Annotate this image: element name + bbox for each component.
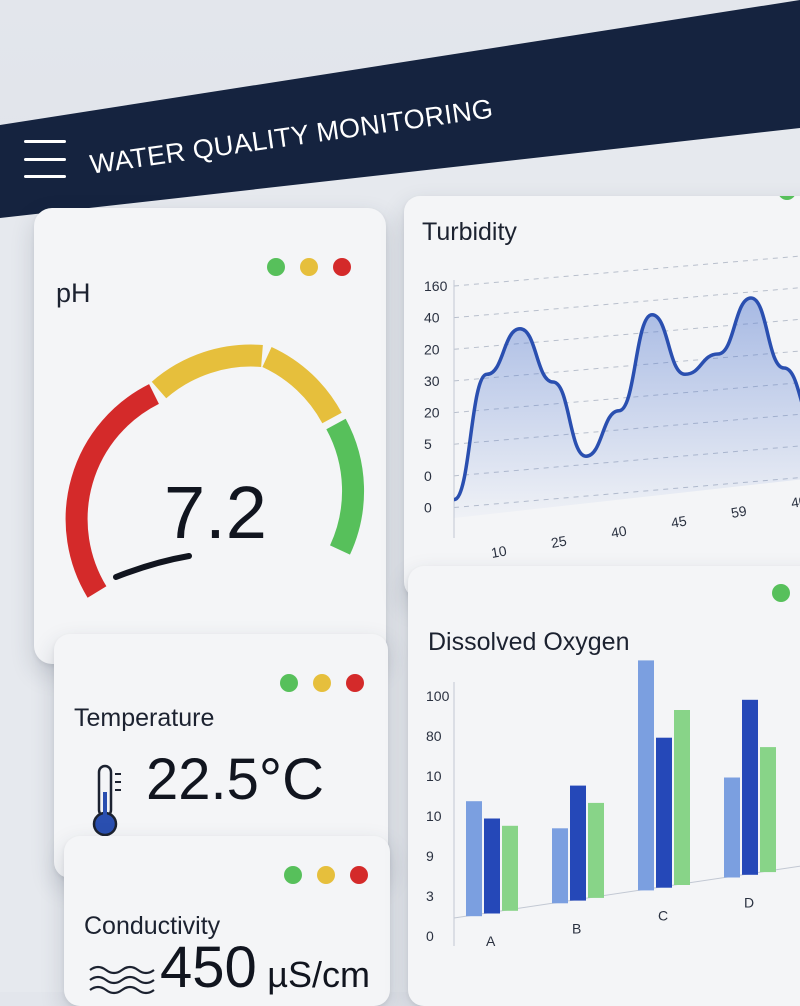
x-tick-label: 45	[670, 512, 688, 530]
bar-d-series-2	[742, 699, 758, 875]
x-tick-label: D	[744, 895, 754, 911]
gauge-needle	[113, 553, 192, 580]
y-tick-label: 20	[424, 341, 440, 357]
waves-icon	[89, 965, 155, 995]
x-tick-label: 10	[490, 542, 508, 560]
bar-c-series-2	[656, 737, 672, 888]
turbidity-area	[454, 298, 800, 518]
status-red-indicator	[346, 674, 364, 692]
conductivity-unit: µS/cm	[267, 954, 370, 995]
x-tick-label: C	[658, 907, 668, 923]
bar-c-series-1	[638, 660, 654, 891]
x-tick-label: A	[486, 933, 496, 949]
status-red-indicator	[350, 866, 368, 884]
conductivity-number: 450	[160, 935, 257, 1000]
temperature-value: 22.5°C	[146, 747, 324, 812]
turbidity-title: Turbidity	[422, 218, 517, 246]
bar-a-series-1	[466, 801, 482, 917]
y-tick-label: 10	[426, 808, 442, 824]
turbidity-chart: 160 40 20 30 20 5 0 0 10 25 40 45 59 40	[424, 255, 800, 561]
bar-a-series-2	[484, 818, 500, 914]
x-tick-label: 25	[550, 532, 568, 550]
x-tick-label: 40	[790, 492, 800, 510]
status-yellow-indicator	[300, 258, 318, 276]
y-tick-label: 80	[426, 728, 442, 744]
status-green-indicator	[267, 258, 285, 276]
dissolved-oxygen-title: Dissolved Oxygen	[428, 628, 630, 656]
gauge-red-segment	[65, 384, 160, 598]
menu-line	[24, 175, 66, 178]
bar-d-series-3	[760, 747, 776, 873]
ph-title: pH	[56, 278, 91, 308]
grid-line	[453, 287, 800, 319]
status-green-indicator	[778, 196, 796, 200]
turbidity-line	[453, 296, 800, 502]
grid-line	[453, 255, 800, 287]
dissolved-oxygen-card[interactable]: Dissolved Oxygen 100 80 10 10 9 3 0 A B C D	[408, 566, 800, 1006]
bar-d-series-1	[724, 777, 740, 878]
ph-status-dots	[267, 258, 351, 276]
bar-a-series-3	[502, 825, 518, 911]
bar-b-series-3	[588, 802, 604, 898]
x-tick-label: B	[572, 920, 581, 936]
temperature-status-dots	[280, 674, 364, 692]
ph-value: 7.2	[164, 471, 267, 554]
gauge-yellow-segment	[151, 344, 263, 399]
bar-c-series-3	[674, 710, 690, 885]
status-red-indicator	[333, 258, 351, 276]
gauge-yellow-segment	[262, 347, 342, 424]
y-tick-label: 3	[426, 888, 434, 904]
y-tick-label: 20	[424, 405, 440, 421]
y-tick-label: 0	[426, 928, 434, 944]
y-tick-label: 40	[424, 310, 440, 326]
y-tick-label: 9	[426, 848, 434, 864]
y-tick-label: 100	[426, 688, 450, 704]
status-green-indicator	[284, 866, 302, 884]
dissolved-oxygen-chart: 100 80 10 10 9 3 0 A B C D	[426, 660, 800, 949]
status-yellow-indicator	[313, 674, 331, 692]
bar-b-series-2	[570, 785, 586, 901]
ph-gauge: 7.2	[65, 344, 364, 598]
y-tick-label: 0	[424, 500, 432, 516]
gauge-green-segment	[326, 418, 364, 555]
y-tick-label: 30	[424, 373, 440, 389]
y-tick-label: 0	[424, 468, 432, 484]
status-yellow-indicator	[317, 866, 335, 884]
conductivity-title: Conductivity	[84, 912, 221, 940]
thermometer-icon	[92, 764, 121, 837]
menu-line	[24, 157, 66, 161]
turbidity-card[interactable]: Turbidity 160 40 20 30 20 5 0 0 10 25 40 45 59 40	[404, 196, 800, 598]
bar-b-series-1	[552, 828, 568, 904]
hamburger-menu-icon[interactable]	[24, 140, 66, 178]
conductivity-value: 450 µS/cm	[160, 934, 370, 1001]
menu-line	[24, 140, 66, 143]
y-tick-label: 160	[424, 278, 448, 294]
x-tick-label: 59	[730, 502, 748, 520]
conductivity-status-dots	[284, 866, 368, 884]
status-green-indicator	[772, 584, 790, 602]
y-tick-label: 10	[426, 768, 442, 784]
y-tick-label: 5	[424, 436, 432, 452]
ph-card[interactable]: pH 7.2	[34, 208, 386, 664]
conductivity-card[interactable]: Conductivity 450 µS/cm	[64, 836, 390, 1006]
x-tick-label: 40	[610, 522, 628, 540]
temperature-title: Temperature	[74, 704, 215, 732]
status-green-indicator	[280, 674, 298, 692]
